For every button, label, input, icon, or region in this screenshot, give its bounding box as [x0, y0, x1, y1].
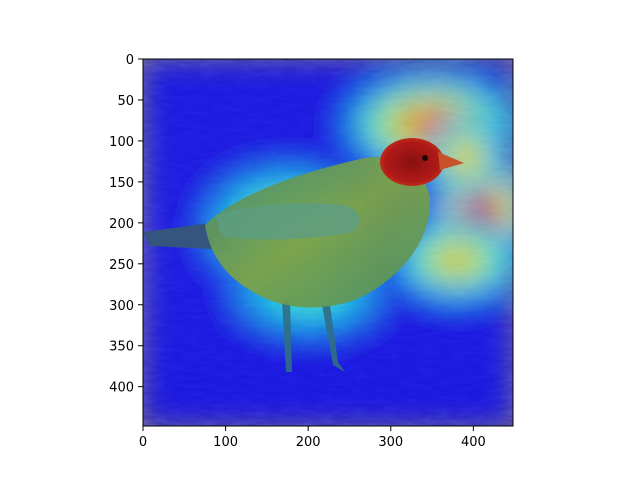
- heatmap-hotspot-5: [457, 148, 473, 166]
- y-tick-label: 50: [117, 94, 134, 109]
- plot-area: [143, 59, 513, 426]
- y-tick-label: 300: [109, 299, 134, 314]
- heatmap-hotspot-2: [443, 251, 471, 269]
- x-tick-label: 100: [213, 435, 238, 450]
- x-tick-label: 200: [296, 435, 321, 450]
- y-tick-label: 100: [109, 135, 134, 150]
- y-tick-label: 400: [109, 381, 134, 396]
- x-axis: 0 100 200 300 400: [139, 426, 486, 450]
- x-tick-label: 0: [139, 435, 147, 450]
- y-tick-label: 0: [126, 53, 134, 68]
- bird-image: [143, 138, 464, 372]
- x-tick-label: 400: [461, 435, 486, 450]
- y-tick-label: 200: [109, 217, 134, 232]
- axes-frame: [142, 58, 514, 427]
- y-tick-label: 350: [109, 340, 134, 355]
- y-tick-label: 250: [109, 258, 134, 273]
- x-tick-label: 300: [378, 435, 403, 450]
- y-axis: 0 50 100 150 200 250 300 350 400: [109, 53, 143, 396]
- y-tick-label: 150: [109, 176, 134, 191]
